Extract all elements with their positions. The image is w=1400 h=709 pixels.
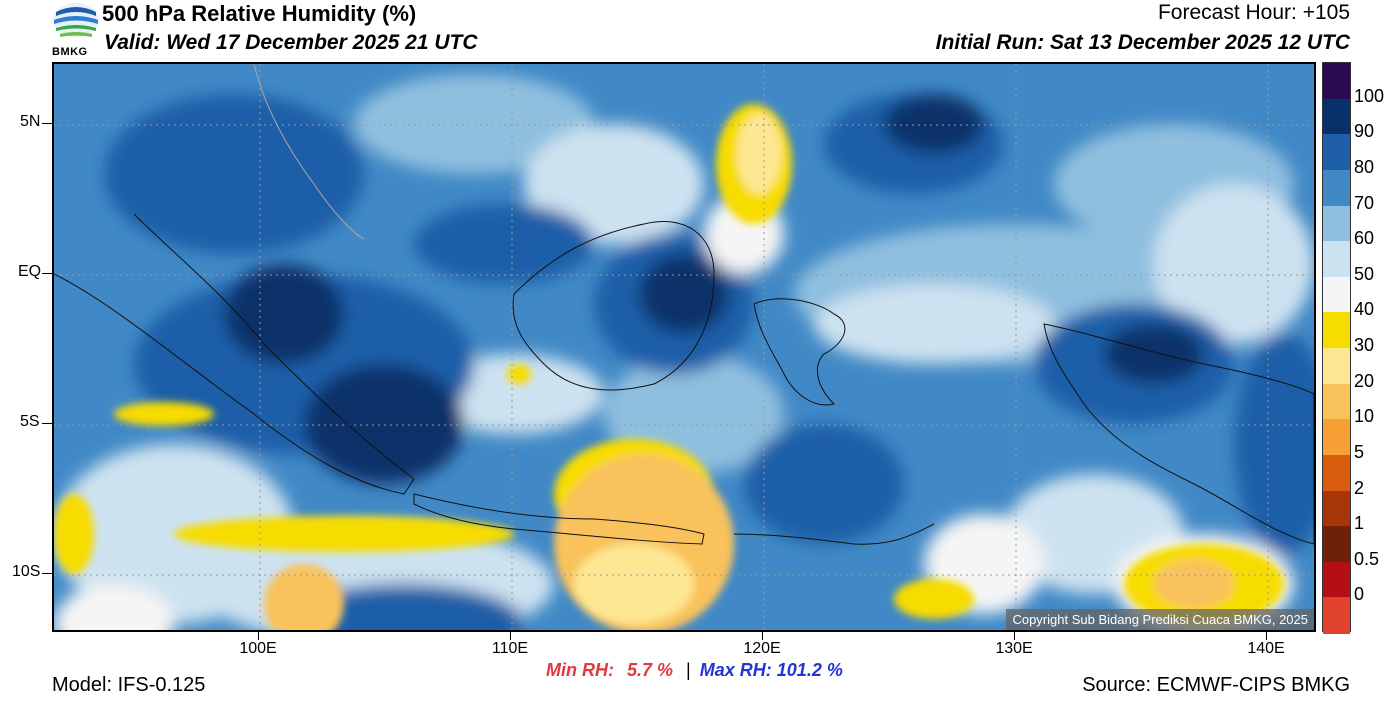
x-tick xyxy=(1266,632,1267,640)
y-label: 5S xyxy=(20,413,40,430)
legend-swatch xyxy=(1323,454,1350,491)
logo-text: BMKG xyxy=(52,46,88,58)
legend-swatch xyxy=(1323,205,1350,242)
legend-swatch xyxy=(1323,597,1350,634)
bmkg-logo xyxy=(52,0,100,60)
coast-nusa-tenggara xyxy=(733,523,935,545)
legend-label: 80 xyxy=(1354,156,1375,177)
legend-label: 0.5 xyxy=(1354,548,1380,569)
max-rh-label: Max RH: xyxy=(699,660,772,680)
color-legend xyxy=(1322,62,1351,634)
x-tick xyxy=(510,632,511,640)
x-tick xyxy=(258,632,259,640)
legend-swatch xyxy=(1323,241,1350,278)
x-label: 120E xyxy=(743,640,781,657)
legend-swatch xyxy=(1323,383,1350,420)
legend-swatch xyxy=(1323,63,1350,100)
x-tick xyxy=(762,632,763,640)
y-label: 10S xyxy=(12,563,41,580)
y-tick xyxy=(42,573,52,574)
x-label: 110E xyxy=(491,640,529,657)
legend-label: 50 xyxy=(1354,263,1375,284)
legend-swatch xyxy=(1323,526,1350,563)
legend-swatch xyxy=(1323,348,1350,385)
legend-label: 30 xyxy=(1354,335,1375,355)
coast-malay-peninsula xyxy=(253,64,365,240)
coast-sumatra xyxy=(54,213,415,495)
legend-label: 2 xyxy=(1354,477,1365,498)
x-label: 130E xyxy=(995,640,1033,657)
legend-label: 0 xyxy=(1354,584,1365,605)
x-tick xyxy=(1014,632,1015,640)
legend-swatch xyxy=(1323,98,1350,135)
legend-swatch xyxy=(1323,561,1350,598)
legend-label: 60 xyxy=(1354,228,1375,249)
model-name: Model: IFS-0.125 xyxy=(52,674,206,696)
initial-run: Initial Run: Sat 13 December 2025 12 UTC xyxy=(935,31,1350,54)
legend-swatch xyxy=(1323,490,1350,527)
chart-title: 500 hPa Relative Humidity (%) xyxy=(102,1,417,26)
min-rh-label: Min RH: xyxy=(546,660,614,680)
legend-swatch xyxy=(1323,312,1350,349)
humidity-map[interactable] xyxy=(52,62,1316,632)
legend-label: 20 xyxy=(1354,370,1375,391)
legend-swatch xyxy=(1323,276,1350,313)
coast-borneo xyxy=(512,220,715,391)
coast-sulawesi xyxy=(753,298,846,406)
legend-label: 90 xyxy=(1354,121,1375,142)
legend-label: 100 xyxy=(1354,85,1385,106)
legend-swatch xyxy=(1323,169,1350,206)
min-rh-value: 5.7 % xyxy=(627,660,674,680)
coast-papua xyxy=(1043,323,1314,545)
y-label: 5N xyxy=(20,113,41,130)
bmkg-logo-icon xyxy=(53,3,99,37)
x-label: 100E xyxy=(239,640,277,657)
coast-java xyxy=(413,493,705,545)
forecast-hour: Forecast Hour: +105 xyxy=(1157,1,1350,24)
y-tick xyxy=(42,273,52,274)
legend-label: 1 xyxy=(1354,513,1365,534)
y-tick xyxy=(42,123,52,124)
copyright-notice: Copyright Sub Bidang Prediksi Cuaca BMKG… xyxy=(1006,609,1314,630)
legend-label: 70 xyxy=(1354,192,1375,213)
legend-label: 10 xyxy=(1354,406,1375,427)
legend-label: 40 xyxy=(1354,299,1375,320)
rh-stats: Min RH: 5.7 % | Max RH: 101.2 % xyxy=(546,660,843,681)
legend-swatch xyxy=(1323,134,1350,171)
valid-time: Valid: Wed 17 December 2025 21 UTC xyxy=(104,31,478,54)
y-label: EQ xyxy=(18,263,42,280)
x-label: 140E xyxy=(1247,640,1285,657)
y-tick xyxy=(42,423,52,424)
humidity-field xyxy=(54,64,1314,630)
max-rh-value: 101.2 % xyxy=(776,660,843,680)
data-source: Source: ECMWF-CIPS BMKG xyxy=(1082,674,1350,696)
stats-separator: | xyxy=(686,660,691,680)
legend-label: 5 xyxy=(1354,441,1365,462)
legend-swatch xyxy=(1323,419,1350,456)
